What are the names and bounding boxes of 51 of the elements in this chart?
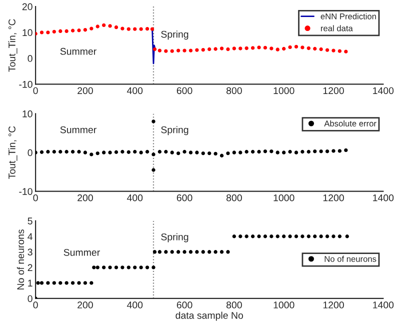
y-tick-label: 10 [22, 110, 32, 118]
x-tick-label: 200 [78, 87, 93, 94]
x-tick-label: 200 [78, 302, 93, 308]
annotation: Summer [60, 126, 96, 134]
y-axis-title: No of neurons [16, 229, 24, 290]
x-tick-label: 400 [126, 302, 143, 308]
y-axis-title: Tout_Tin, °C [8, 19, 18, 72]
x-tick-label: 800 [226, 194, 242, 202]
y-tick-label: 10 [22, 29, 32, 36]
y-tick-label: 20 [22, 3, 32, 10]
x-tick-label: 600 [176, 302, 192, 308]
y-tick-label: -10 [19, 188, 32, 195]
x-tick-label: 0 [33, 87, 38, 94]
annotation: Spring [161, 126, 188, 136]
annotation: Spring [161, 30, 188, 40]
x-tick-label: 1400 [373, 194, 394, 202]
y-tick-label: 0 [28, 149, 32, 156]
x-tick-label: 1200 [323, 302, 344, 308]
x-tick-label: 1200 [323, 194, 344, 202]
y-tick-label: 5 [28, 218, 32, 224]
x-tick-label: 0 [33, 302, 38, 308]
x-tick-label: 400 [126, 87, 143, 94]
x-tick-label: 1000 [274, 194, 294, 202]
x-tick-label: 0 [33, 194, 38, 202]
legend-label: real data [320, 25, 353, 32]
x-tick-label: 200 [78, 194, 93, 202]
x-tick-label: 1000 [274, 87, 294, 94]
y-tick-label: -10 [19, 80, 32, 88]
y-axis-title: Tout_Tin, °C [8, 126, 18, 179]
x-tick-label: 1200 [323, 87, 344, 94]
x-tick-label: 600 [176, 194, 192, 202]
y-tick-label: 0 [28, 295, 32, 302]
y-tick-label: 1 [28, 280, 32, 286]
legend-label: eNN Prediction [320, 13, 376, 20]
y-tick-label: 3 [28, 248, 32, 256]
annotation: Summer [64, 248, 100, 256]
x-axis-title: data sample No [176, 312, 243, 321]
x-tick-label: 400 [126, 194, 143, 202]
annotation: Summer [60, 48, 96, 55]
legend-label: Absolute error [324, 120, 376, 126]
x-tick-label: 1000 [274, 302, 294, 308]
annotation: Spring [161, 233, 188, 242]
x-tick-label: 1400 [373, 87, 394, 94]
legend-label: No of neurons [324, 256, 376, 262]
y-tick-label: 4 [28, 233, 32, 240]
y-tick-label: 0 [28, 55, 32, 62]
y-tick-label: 2 [28, 264, 32, 271]
x-tick-label: 600 [176, 87, 192, 94]
x-tick-label: 1400 [373, 302, 394, 308]
x-tick-label: 800 [226, 87, 242, 94]
x-tick-label: 800 [226, 302, 242, 308]
